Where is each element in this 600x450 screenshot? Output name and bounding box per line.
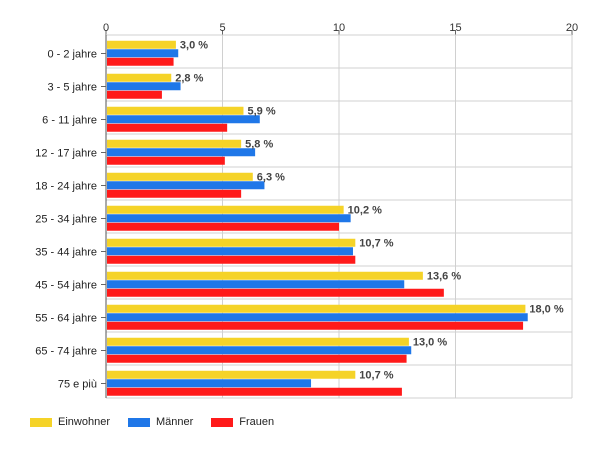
bar-frauen bbox=[107, 387, 402, 396]
data-label: 5,8 % bbox=[245, 139, 273, 151]
bar-frauen bbox=[107, 57, 174, 66]
legend-swatch-frauen bbox=[211, 417, 234, 427]
x-tick-label: 5 bbox=[219, 22, 225, 34]
bar-einwohner bbox=[107, 73, 172, 82]
bar-einwohner bbox=[107, 40, 176, 49]
bar-einwohner bbox=[107, 205, 344, 214]
legend-item-maenner: Männer bbox=[127, 416, 194, 428]
data-label: 10,7 % bbox=[359, 370, 393, 382]
bar-frauen bbox=[107, 321, 524, 330]
bar-einwohner bbox=[107, 106, 244, 115]
category-label: 35 - 44 jahre bbox=[35, 247, 97, 259]
bar-einwohner bbox=[107, 238, 356, 247]
category-label: 45 - 54 jahre bbox=[35, 280, 97, 292]
x-tick-label: 10 bbox=[333, 22, 345, 34]
bar-m-nner bbox=[107, 115, 260, 124]
category-label: 65 - 74 jahre bbox=[35, 346, 97, 358]
bar-m-nner bbox=[107, 346, 412, 355]
bar-m-nner bbox=[107, 148, 256, 157]
bar-m-nner bbox=[107, 280, 405, 289]
legend-item-frauen: Frauen bbox=[211, 416, 274, 428]
legend-label-einwohner: Einwohner bbox=[58, 416, 110, 428]
legend-item-einwohner: Einwohner bbox=[30, 416, 110, 428]
bar-einwohner bbox=[107, 172, 253, 181]
category-label: 55 - 64 jahre bbox=[35, 313, 97, 325]
bar-frauen bbox=[107, 255, 356, 264]
bar-m-nner bbox=[107, 181, 265, 190]
bar-frauen bbox=[107, 189, 242, 198]
data-label: 18,0 % bbox=[529, 304, 563, 316]
data-label: 13,6 % bbox=[427, 271, 461, 283]
bar-frauen bbox=[107, 288, 444, 297]
category-label: 3 - 5 jahre bbox=[47, 82, 97, 94]
bar-m-nner bbox=[107, 49, 179, 58]
data-label: 5,9 % bbox=[247, 106, 275, 118]
legend-swatch-einwohner bbox=[30, 417, 52, 427]
bar-m-nner bbox=[107, 313, 528, 322]
bar-frauen bbox=[107, 123, 228, 132]
category-label: 6 - 11 jahre bbox=[42, 115, 97, 127]
category-label: 25 - 34 jahre bbox=[35, 214, 97, 226]
data-label: 3,0 % bbox=[180, 40, 208, 52]
bar-frauen bbox=[107, 156, 225, 165]
x-tick-label: 15 bbox=[449, 22, 461, 34]
bar-einwohner bbox=[107, 337, 409, 346]
bar-m-nner bbox=[107, 214, 351, 223]
bar-frauen bbox=[107, 90, 162, 99]
chart-legend: Einwohner Männer Frauen bbox=[30, 416, 274, 428]
bar-m-nner bbox=[107, 247, 353, 256]
data-label: 10,7 % bbox=[359, 238, 393, 250]
bar-einwohner bbox=[107, 139, 242, 148]
category-label: 18 - 24 jahre bbox=[35, 181, 97, 193]
data-label: 13,0 % bbox=[413, 337, 447, 349]
legend-label-maenner: Männer bbox=[155, 416, 194, 428]
x-tick-label: 20 bbox=[566, 22, 578, 34]
category-label: 12 - 17 jahre bbox=[35, 148, 97, 160]
bar-einwohner bbox=[107, 304, 526, 313]
bar-einwohner bbox=[107, 370, 356, 379]
legend-swatch-maenner bbox=[127, 417, 150, 427]
data-label: 2,8 % bbox=[175, 73, 203, 85]
bar-m-nner bbox=[107, 379, 312, 388]
category-label: 0 - 2 jahre bbox=[47, 49, 97, 61]
bar-m-nner bbox=[107, 82, 181, 91]
x-tick-label: 0 bbox=[103, 22, 109, 34]
data-label: 10,2 % bbox=[348, 205, 382, 217]
bar-frauen bbox=[107, 354, 407, 363]
data-label: 6,3 % bbox=[257, 172, 285, 184]
bar-einwohner bbox=[107, 271, 423, 280]
legend-label-frauen: Frauen bbox=[239, 416, 275, 428]
bar-frauen bbox=[107, 222, 339, 231]
category-label: 75 e più bbox=[58, 379, 97, 391]
